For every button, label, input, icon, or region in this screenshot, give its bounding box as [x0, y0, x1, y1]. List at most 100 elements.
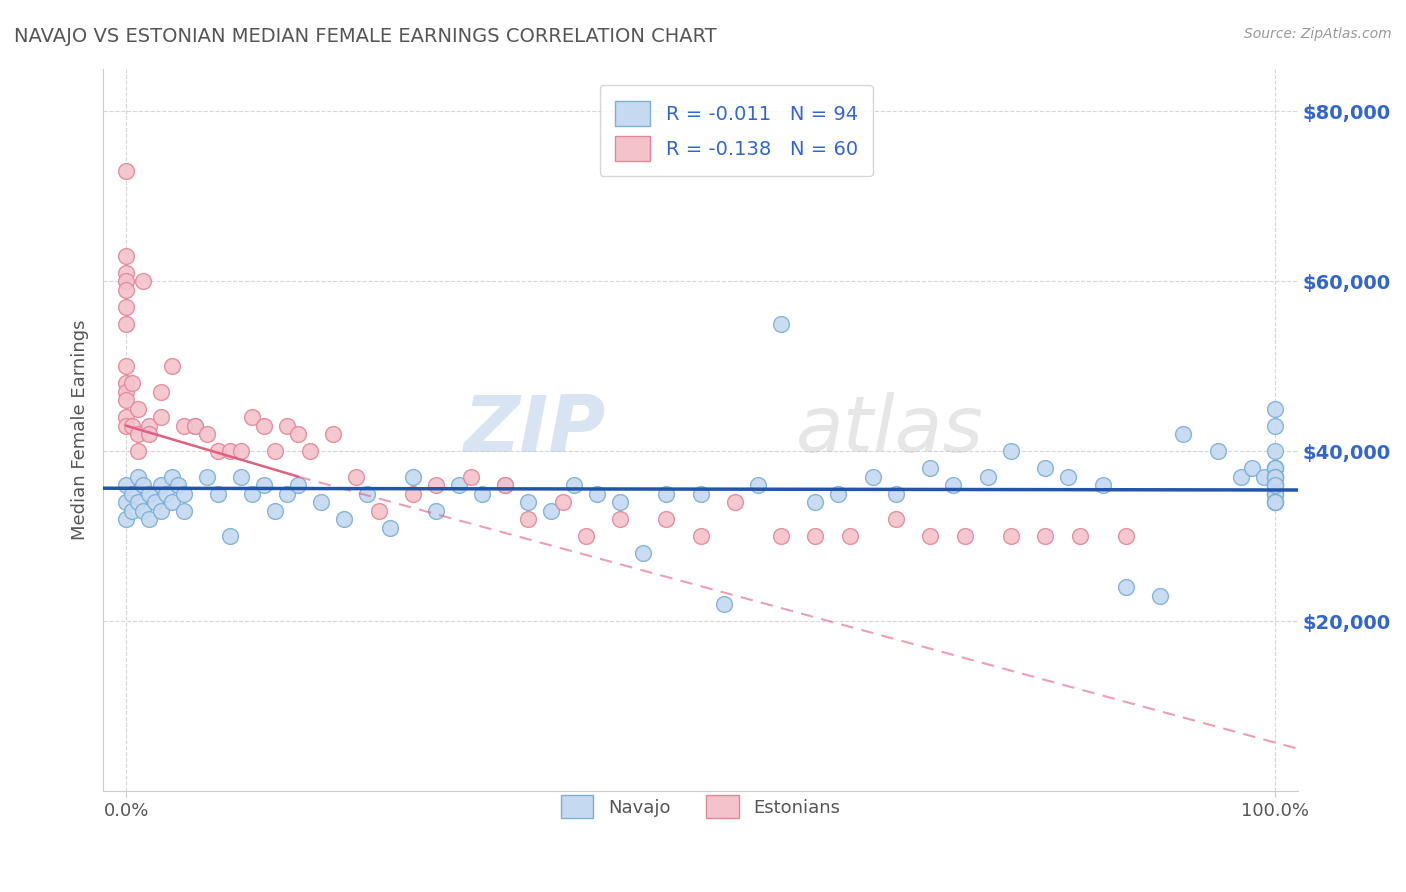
Point: [1264, 469, 1286, 483]
Point: [121, 504, 143, 518]
Point: [173, 486, 195, 500]
Point: [276, 418, 298, 433]
Point: [115, 249, 138, 263]
Point: [207, 486, 229, 500]
Legend: Navajo, Estonians: Navajo, Estonians: [554, 788, 848, 826]
Point: [264, 444, 287, 458]
Point: [127, 495, 149, 509]
Point: [195, 469, 218, 483]
Point: [115, 266, 138, 280]
Point: [229, 444, 252, 458]
Point: [942, 478, 965, 492]
Point: [298, 444, 321, 458]
Point: [402, 469, 425, 483]
Point: [287, 478, 309, 492]
Point: [1264, 478, 1286, 492]
Point: [551, 495, 574, 509]
Point: [138, 486, 160, 500]
Point: [149, 478, 172, 492]
Point: [724, 495, 747, 509]
Point: [1057, 469, 1080, 483]
Point: [1264, 461, 1286, 475]
Point: [160, 495, 183, 509]
Point: [689, 529, 711, 543]
Point: [115, 300, 138, 314]
Point: [920, 461, 942, 475]
Text: NAVAJO VS ESTONIAN MEDIAN FEMALE EARNINGS CORRELATION CHART: NAVAJO VS ESTONIAN MEDIAN FEMALE EARNING…: [14, 27, 717, 45]
Point: [402, 486, 425, 500]
Point: [253, 478, 276, 492]
Point: [149, 384, 172, 399]
Point: [689, 486, 711, 500]
Point: [494, 478, 516, 492]
Point: [609, 495, 631, 509]
Point: [862, 469, 884, 483]
Point: [586, 486, 609, 500]
Point: [138, 427, 160, 442]
Point: [115, 283, 138, 297]
Point: [494, 478, 516, 492]
Point: [155, 486, 177, 500]
Point: [1253, 469, 1275, 483]
Point: [1241, 461, 1264, 475]
Point: [264, 504, 287, 518]
Point: [1264, 486, 1286, 500]
Point: [1264, 469, 1286, 483]
Point: [115, 495, 138, 509]
Point: [207, 444, 229, 458]
Point: [1264, 486, 1286, 500]
Point: [242, 486, 264, 500]
Point: [1264, 495, 1286, 509]
Point: [195, 427, 218, 442]
Point: [218, 529, 240, 543]
Y-axis label: Median Female Earnings: Median Female Earnings: [72, 319, 89, 541]
Text: atlas: atlas: [796, 392, 984, 468]
Point: [575, 529, 598, 543]
Point: [121, 418, 143, 433]
Point: [138, 512, 160, 526]
Point: [138, 418, 160, 433]
Point: [1149, 589, 1171, 603]
Point: [1069, 529, 1091, 543]
Point: [827, 486, 849, 500]
Point: [471, 486, 494, 500]
Point: [1115, 529, 1137, 543]
Point: [127, 401, 149, 416]
Point: [769, 317, 792, 331]
Point: [149, 504, 172, 518]
Point: [380, 521, 402, 535]
Point: [115, 384, 138, 399]
Point: [884, 486, 907, 500]
Point: [311, 495, 333, 509]
Point: [149, 410, 172, 425]
Point: [1264, 469, 1286, 483]
Point: [121, 486, 143, 500]
Point: [322, 427, 344, 442]
Point: [1229, 469, 1251, 483]
Point: [115, 478, 138, 492]
Point: [115, 359, 138, 373]
Point: [655, 512, 678, 526]
Point: [769, 529, 792, 543]
Point: [562, 478, 585, 492]
Point: [920, 529, 942, 543]
Point: [115, 376, 138, 391]
Point: [173, 418, 195, 433]
Point: [115, 410, 138, 425]
Point: [425, 504, 447, 518]
Point: [166, 478, 188, 492]
Point: [1264, 495, 1286, 509]
Point: [1206, 444, 1229, 458]
Point: [1264, 478, 1286, 492]
Point: [132, 504, 155, 518]
Point: [127, 469, 149, 483]
Point: [121, 376, 143, 391]
Point: [884, 512, 907, 526]
Point: [1264, 469, 1286, 483]
Point: [1264, 478, 1286, 492]
Point: [1264, 461, 1286, 475]
Point: [804, 495, 827, 509]
Point: [356, 486, 378, 500]
Point: [540, 504, 562, 518]
Point: [276, 486, 298, 500]
